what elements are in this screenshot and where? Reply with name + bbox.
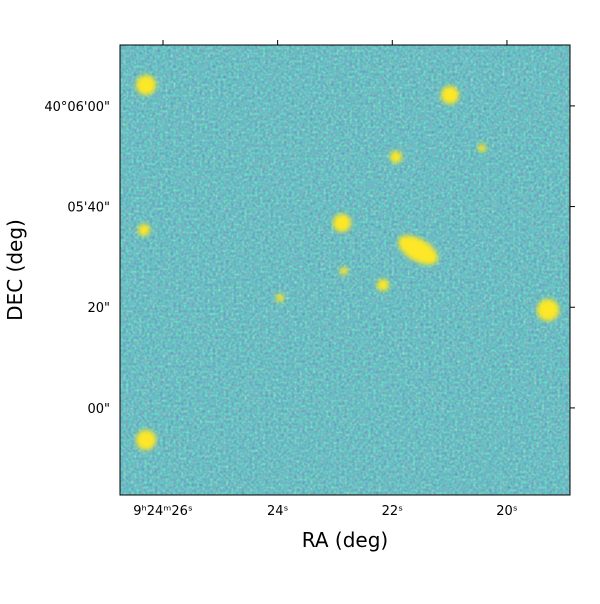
image xyxy=(120,45,570,495)
x-tick-label: 22ˢ xyxy=(382,504,404,519)
y-axis-label: DEC (deg) xyxy=(3,219,27,321)
frame xyxy=(119,44,571,496)
y-tick-label: 05'40" xyxy=(67,201,110,216)
x-tick-label: 9ʰ24ᵐ26ˢ xyxy=(133,504,193,519)
x-tick-label: 20ˢ xyxy=(496,504,518,519)
x-tick-label: 24ˢ xyxy=(267,504,289,519)
x-axis-label: RA (deg) xyxy=(302,528,388,552)
y-tick-label: 00" xyxy=(87,402,110,417)
y-tick-label: 40°06'00" xyxy=(44,100,110,115)
y-tick-label: 20" xyxy=(87,301,110,316)
